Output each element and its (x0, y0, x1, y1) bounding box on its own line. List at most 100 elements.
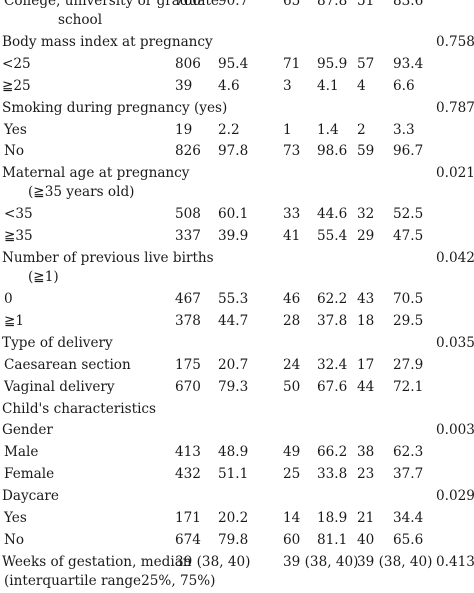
row-label-text: Vaginal delivery (4, 378, 115, 395)
row-label-text: <35 (4, 206, 33, 223)
table-row: Caesarean section 175 20.7 24 32.4 17 27.9 (0, 355, 474, 377)
table-cell: 43 (357, 291, 375, 308)
row-label-text: Smoking during pregnancy (yes) (2, 99, 228, 116)
table-cell: 60 (283, 531, 301, 548)
table-cell: 51 (357, 0, 375, 9)
row-label: Type of delivery (2, 333, 113, 355)
table-cell: 23 (357, 466, 375, 483)
row-label-text: No (4, 143, 25, 160)
table-cell: 39.9 (218, 228, 249, 245)
table-row: Female 432 51.1 25 33.8 23 37.7 (0, 464, 474, 486)
row-label-text: Type of delivery (2, 334, 113, 351)
row-label-text: Child's characteristics (2, 400, 157, 417)
p-value-text: 0.035 (436, 334, 474, 351)
table-row: Daycare 0.029 (0, 486, 474, 508)
row-label-text: College, university or graduate (4, 0, 219, 9)
table-cell: 39 (38, 40) (357, 553, 433, 570)
table-cell: 826 (175, 143, 201, 160)
row-label: Smoking during pregnancy (yes) (2, 98, 227, 120)
table-cell: 337 (175, 228, 201, 245)
table-cell: 39 (175, 77, 193, 94)
table-cell: 20.7 (218, 356, 249, 373)
table-cell: 95.4 (218, 55, 249, 72)
table-cell: 38 (357, 444, 375, 461)
table-cell: 14 (283, 510, 301, 527)
row-label-continuation: (≧35 years old) (28, 184, 135, 201)
table-cell: 96.7 (393, 143, 424, 160)
p-value: 0.021 (436, 163, 474, 185)
table-cell: 65.6 (393, 531, 424, 548)
row-label-text: ≧1 (4, 313, 25, 330)
table-cell: 41 (283, 228, 301, 245)
table-row: College, university or graduate school 766… (0, 0, 474, 32)
table-cell: 175 (175, 356, 201, 373)
table-cell: 28 (283, 313, 301, 330)
table-row: Type of delivery 0.035 (0, 333, 474, 355)
row-label: Vaginal delivery (4, 377, 115, 399)
row-label-text: ≧25 (2, 77, 31, 94)
row-label: 0 (4, 289, 13, 311)
table-cell: 37.8 (317, 313, 348, 330)
table-cell: 81.1 (317, 531, 348, 548)
table-cell: 79.8 (218, 531, 249, 548)
table-row: ≧25 39 4.6 3 4.1 4 6.6 (0, 76, 474, 98)
table-cell: 40 (357, 531, 375, 548)
table-row: ≧35 337 39.9 41 55.4 29 47.5 (0, 226, 474, 248)
table-cell: 49 (283, 444, 301, 461)
row-label-text: Male (4, 444, 39, 461)
row-label: Body mass index at pregnancy (2, 32, 213, 54)
table-cell: 378 (175, 313, 201, 330)
table-cell: 60.1 (218, 206, 249, 223)
table-cell: 71 (283, 55, 301, 72)
table-cell: 37.7 (393, 466, 424, 483)
table-cell: 48.9 (218, 444, 249, 461)
row-label-text: Body mass index at pregnancy (2, 34, 213, 50)
p-value-text: 0.758 (436, 34, 474, 50)
row-label: Daycare (2, 486, 59, 508)
table-cell: 72.1 (393, 378, 424, 395)
table-cell: 27.9 (393, 356, 424, 373)
table-cell: 46 (283, 291, 301, 308)
table-row: <35 508 60.1 33 44.6 32 52.5 (0, 204, 474, 226)
table-cell: 98.6 (317, 143, 348, 160)
table-cell: 57 (357, 55, 375, 72)
table-cell: 670 (175, 378, 201, 395)
table-cell: 55.4 (317, 228, 348, 245)
table-cell: 34.4 (393, 510, 424, 527)
row-label: Male (4, 442, 38, 464)
table-cell: 33 (283, 206, 301, 223)
table-row: Child's characteristics (0, 399, 474, 421)
table-cell: 2 (357, 121, 366, 138)
table-row: No 674 79.8 60 81.1 40 65.6 (0, 530, 474, 552)
table-cell: 3 (283, 77, 292, 94)
row-label: ≧25 (2, 76, 31, 98)
table-cell: 1 (283, 121, 292, 138)
table-cell: 32.4 (317, 356, 348, 373)
p-value: 0.787‡ (436, 98, 474, 120)
p-value: 0.413‡ (436, 552, 474, 574)
table-row: Gender 0.003 (0, 420, 474, 442)
table-row: Body mass index at pregnancy 0.758 (0, 32, 474, 54)
table-row: 0 467 55.3 46 62.2 43 70.5 (0, 289, 474, 311)
table-cell: 766 (175, 0, 201, 9)
table-cell: 62.3 (393, 444, 424, 461)
table-cell: 171 (175, 510, 201, 527)
table-cell: 29.5 (393, 313, 424, 330)
table-cell: 6.6 (393, 77, 415, 94)
row-label-text: Yes (4, 510, 27, 527)
p-value: 0.029 (436, 486, 474, 508)
table-cell: 19 (175, 121, 193, 138)
table-cell: 467 (175, 291, 201, 308)
table-row: Yes 171 20.2 14 18.9 21 34.4 (0, 508, 474, 530)
table-cell: 1.4 (317, 121, 339, 138)
table-cell: 67.6 (317, 378, 348, 395)
table-cell: 83.6 (393, 0, 424, 9)
table-row: ≧1 378 44.7 28 37.8 18 29.5 (0, 311, 474, 333)
p-value-text: 0.413 (436, 553, 474, 570)
table-cell: 17 (357, 356, 375, 373)
p-value: 0.035 (436, 333, 474, 355)
table-row: Maternal age at pregnancy (≧35 years old)… (0, 163, 474, 204)
row-label-text: Female (4, 466, 55, 483)
table-cell: 93.4 (393, 55, 424, 72)
